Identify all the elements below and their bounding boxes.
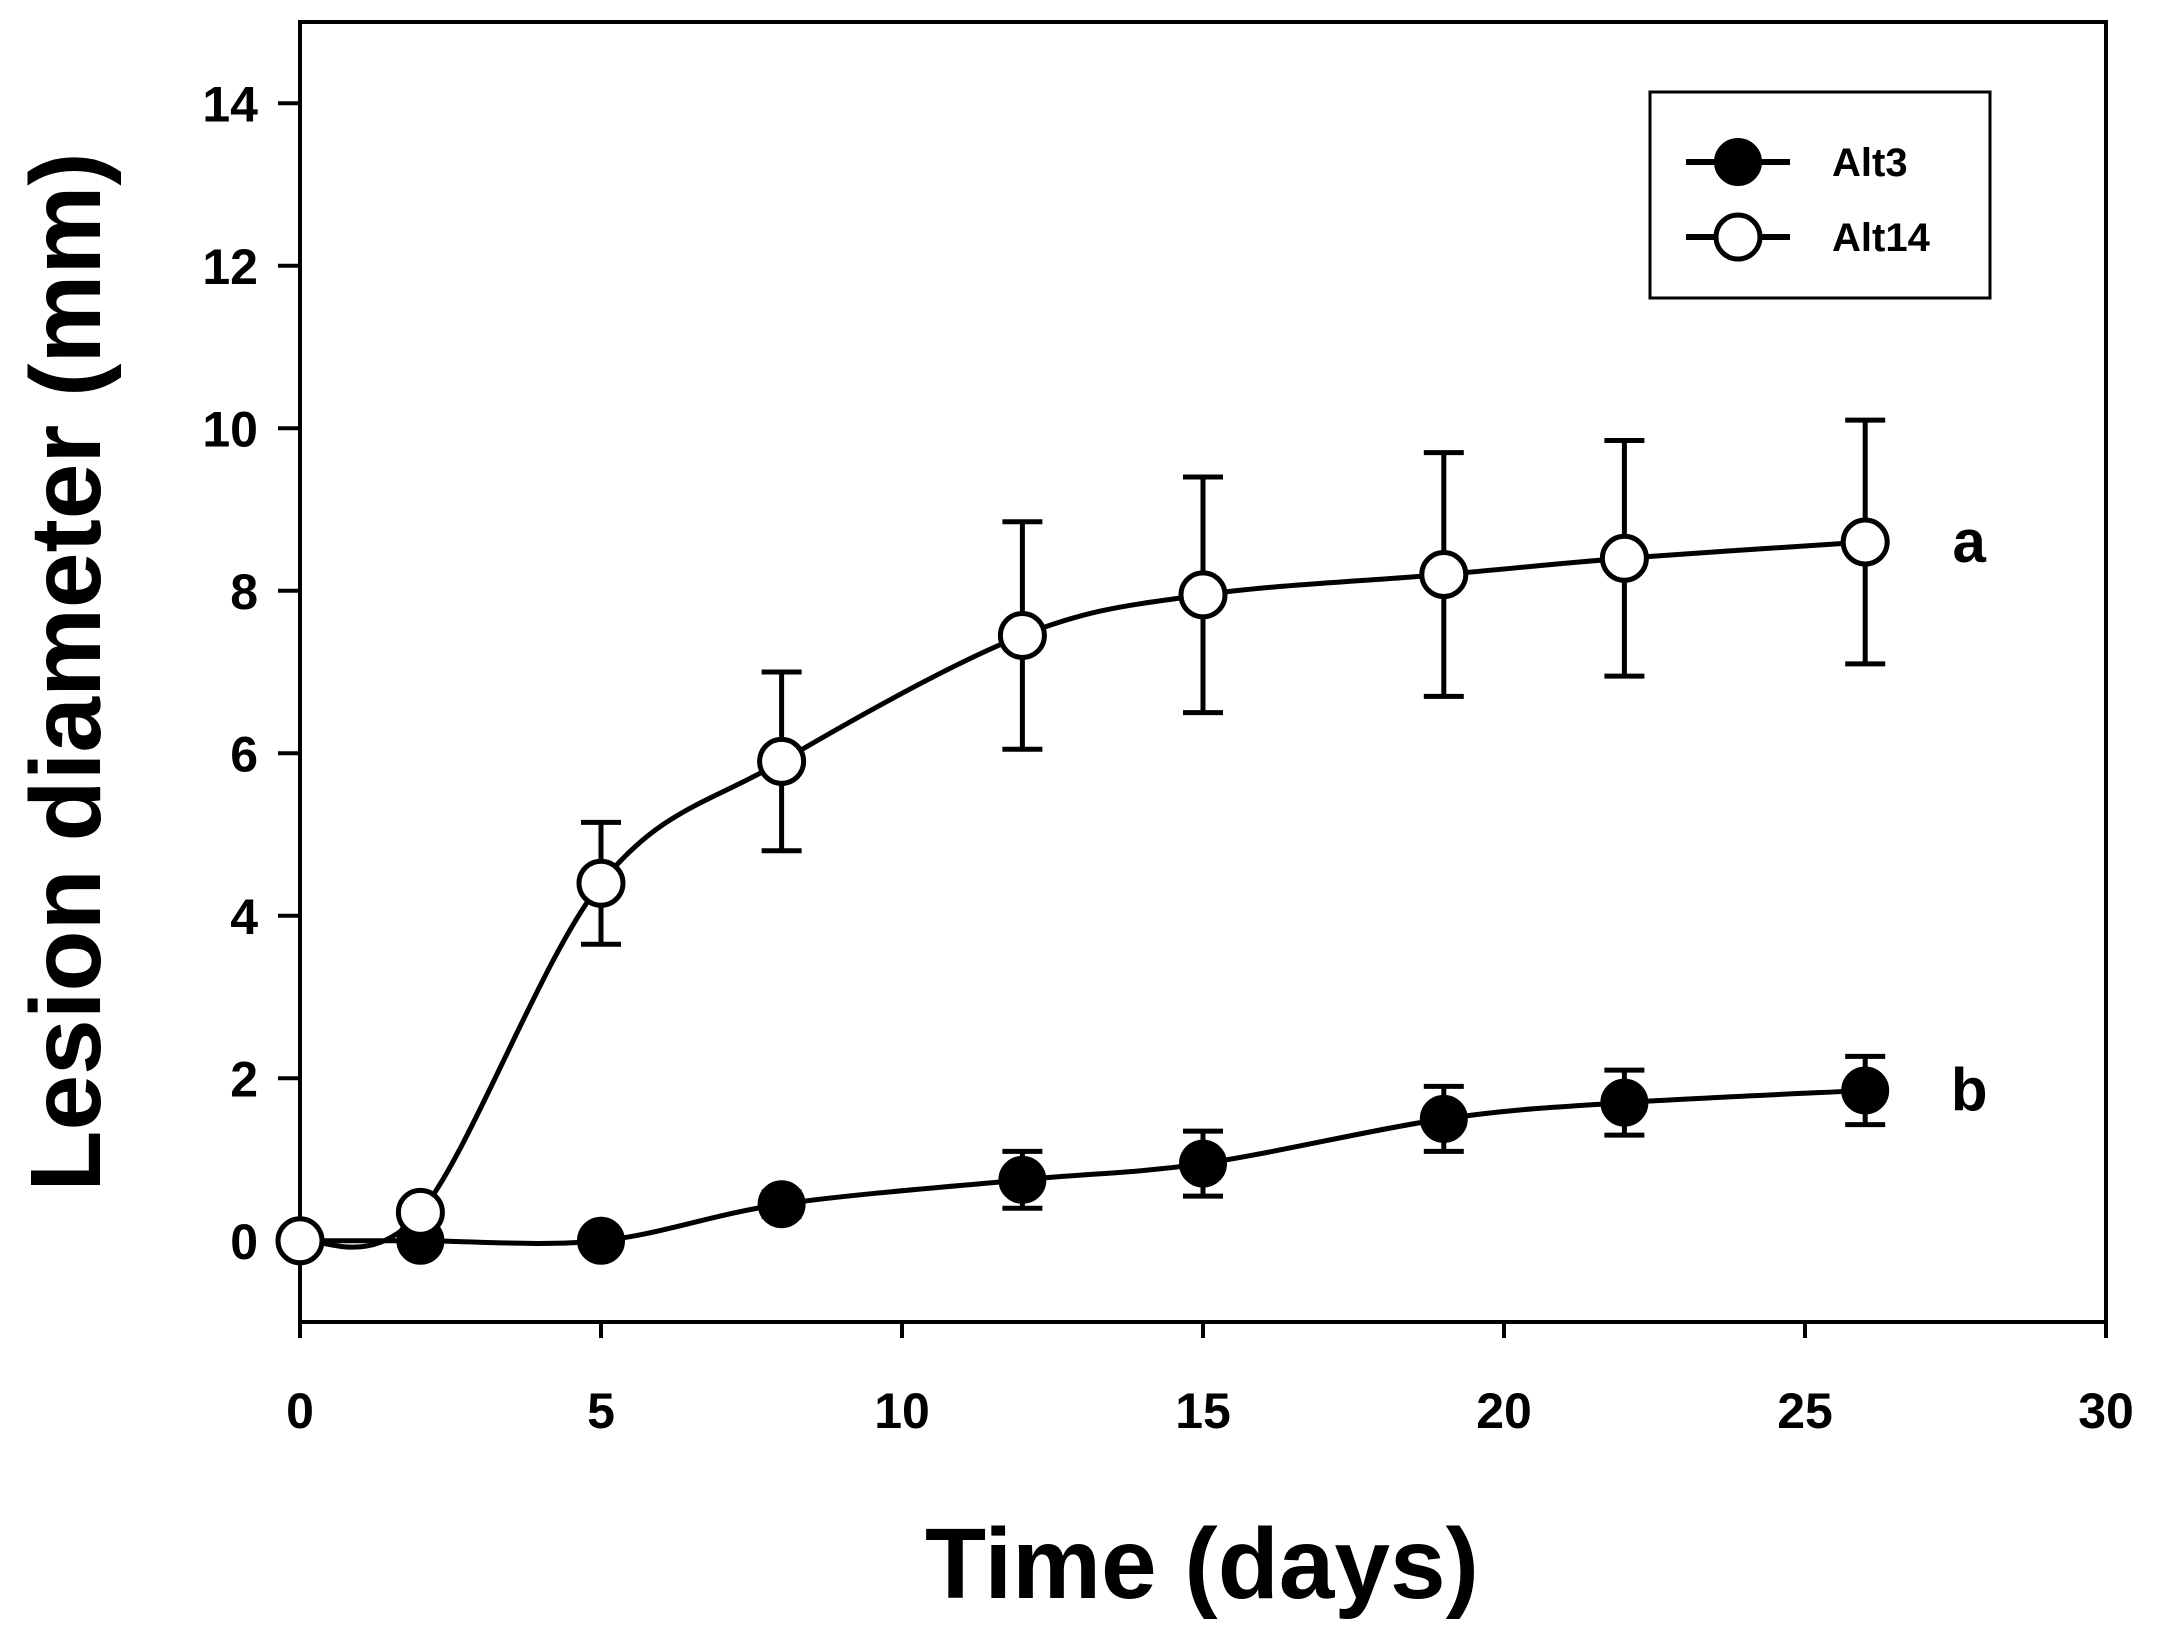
y-tick-label: 14 (202, 76, 258, 132)
x-tick-label: 10 (874, 1383, 930, 1439)
x-tick-label: 0 (286, 1383, 314, 1439)
data-point-alt14 (1599, 533, 1649, 583)
x-tick-label: 30 (2078, 1383, 2134, 1439)
y-tick-label: 4 (230, 889, 258, 945)
legend-label-alt3: Alt3 (1832, 141, 1908, 185)
data-point-alt14 (576, 858, 626, 908)
data-point-alt3 (577, 1216, 625, 1265)
group-label-alt3: b (1951, 1056, 1988, 1123)
legend-marker-alt3 (1714, 138, 1762, 186)
x-tick-label: 25 (1777, 1383, 1833, 1439)
series-alt14: a (275, 417, 1987, 1266)
series-layer: ba (275, 417, 1988, 1266)
x-axis-title: Time (days) (925, 1508, 1479, 1620)
y-tick-label: 10 (202, 401, 258, 457)
data-point-alt3 (757, 1180, 806, 1229)
data-point-alt14 (1419, 550, 1469, 599)
x-tick-label: 20 (1476, 1383, 1532, 1439)
y-tick-label: 8 (230, 564, 258, 620)
data-point-alt14 (395, 1187, 445, 1237)
data-point-alt14 (757, 736, 807, 786)
data-point-alt3 (1419, 1094, 1468, 1143)
legend-label-alt14: Alt14 (1832, 216, 1931, 260)
group-label-alt14: a (1953, 508, 1987, 575)
legend: Alt3 Alt14 (1648, 90, 1992, 300)
series-alt3: b (276, 1053, 1988, 1265)
y-axis-title: Lesion diameter (mm) (10, 152, 122, 1191)
y-tick-label: 6 (230, 726, 258, 782)
series-line-alt14 (299, 539, 1866, 1250)
data-point-alt14 (275, 1216, 325, 1266)
x-axis: 0 5 10 15 20 25 30 (286, 1322, 2134, 1439)
x-tick-label: 15 (1175, 1383, 1231, 1439)
data-point-alt3 (998, 1155, 1047, 1204)
y-axis: 0 2 4 6 8 10 12 14 (202, 76, 300, 1270)
data-point-alt3 (1600, 1078, 1649, 1127)
data-point-alt3 (1179, 1139, 1227, 1188)
y-tick-label: 12 (202, 239, 258, 295)
legend-marker-alt14 (1713, 212, 1763, 262)
y-tick-label: 0 (230, 1214, 258, 1270)
data-point-alt14 (997, 610, 1047, 660)
data-point-alt14 (1178, 570, 1228, 620)
data-point-alt3 (1841, 1066, 1890, 1115)
y-tick-label: 2 (230, 1051, 258, 1107)
x-tick-label: 5 (587, 1383, 615, 1439)
legend-box (1648, 90, 1992, 300)
data-point-alt14 (1840, 517, 1890, 567)
